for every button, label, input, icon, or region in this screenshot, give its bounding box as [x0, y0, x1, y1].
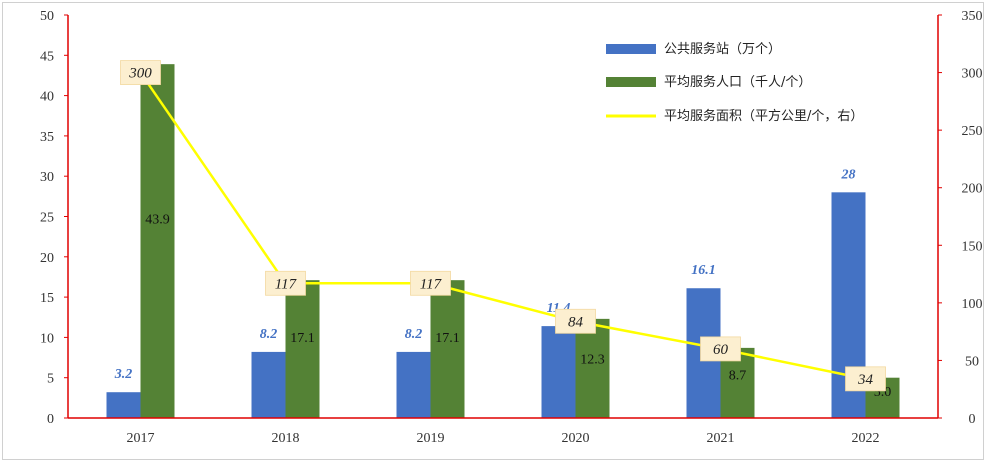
- data-label-series-2: 17.1: [290, 331, 315, 346]
- x-tick-label: 2017: [127, 431, 155, 446]
- data-label-series-3: 84: [568, 314, 584, 330]
- x-tick-label: 2018: [272, 431, 300, 446]
- bar-series-2: [430, 280, 465, 418]
- x-tick-label: 2019: [417, 431, 445, 446]
- bar-series-1: [541, 326, 576, 418]
- bar-series-1: [251, 351, 286, 418]
- y-tick-label-left: 5: [47, 372, 54, 387]
- bars-layer: [106, 64, 900, 418]
- y-tick-label-right: 150: [962, 239, 983, 254]
- legend-label-series-3: 平均服务面积（平方公里/个，右）: [664, 108, 863, 124]
- legend-label-series-2: 平均服务人口（千人/个）: [664, 74, 811, 90]
- y-tick-label-right: 50: [965, 354, 979, 369]
- data-label-series-1: 3.2: [114, 367, 133, 382]
- data-label-series-2: 17.1: [435, 331, 460, 346]
- data-label-series-3: 117: [275, 276, 298, 292]
- data-label-series-3: 34: [857, 372, 874, 388]
- y-tick-label-left: 30: [40, 170, 54, 185]
- bar-series-1: [396, 351, 431, 418]
- legend: 公共服务站（万个） 平均服务人口（千人/个） 平均服务面积（平方公里/个，右）: [606, 41, 863, 124]
- y-tick-label-left: 50: [40, 9, 54, 24]
- data-label-series-3: 60: [713, 342, 729, 358]
- axes-layer: 2017 2018 2019 2020 2021 2022 0 5 10 15 20 25 30 35 40…: [40, 9, 983, 446]
- y-tick-label-left: 40: [40, 90, 54, 105]
- x-tick-label: 2020: [562, 431, 590, 446]
- legend-label-series-1: 公共服务站（万个）: [664, 41, 781, 57]
- legend-swatch-series-1: [606, 44, 656, 54]
- data-label-series-2: 12.3: [580, 352, 605, 367]
- bar-series-2: [285, 280, 320, 418]
- bar-series-2: [575, 318, 610, 418]
- data-label-series-1: 8.2: [405, 327, 423, 342]
- y-tick-label-right: 100: [962, 297, 983, 312]
- data-label-box-series-3: [265, 270, 306, 296]
- y-tick-label-left: 45: [40, 49, 54, 64]
- data-label-box-series-3: [410, 270, 451, 296]
- data-label-box-series-3: [700, 336, 741, 362]
- y-tick-label-left: 25: [40, 211, 54, 226]
- y-tick-label-left: 0: [47, 412, 54, 427]
- legend-swatch-series-2: [606, 77, 656, 87]
- x-tick-label: 2021: [707, 431, 735, 446]
- y-tick-label-right: 0: [969, 412, 976, 427]
- y-tick-label-left: 20: [40, 251, 54, 266]
- y-tick-label-right: 300: [962, 67, 983, 82]
- line-layer: [139, 71, 866, 381]
- y-tick-label-right: 250: [962, 124, 983, 139]
- data-label-series-1: 16.1: [691, 263, 716, 278]
- y-tick-label-right: 200: [962, 182, 983, 197]
- bar-series-2: [140, 64, 175, 418]
- x-tick-label: 2022: [852, 431, 880, 446]
- data-labels-layer: 3.243.98.2 17.1 8.2 17.111.412.316.18.7285.…: [114, 60, 891, 400]
- y-tick-label-left: 10: [40, 331, 54, 346]
- data-label-series-2: 43.9: [145, 212, 170, 227]
- data-label-box-series-3: [555, 308, 596, 334]
- data-label-series-3: 300: [128, 66, 152, 82]
- data-label-box-series-3: [845, 366, 886, 392]
- data-label-series-1: 8.2: [260, 327, 278, 342]
- data-label-series-1: 28: [841, 167, 856, 182]
- data-label-series-2: 8.7: [729, 368, 747, 383]
- y-tick-label-left: 35: [40, 130, 54, 145]
- line-series-3: [139, 71, 866, 381]
- y-tick-label-right: 350: [962, 9, 983, 24]
- y-tick-label-left: 15: [40, 291, 54, 306]
- bar-series-1: [106, 392, 141, 418]
- data-label-box-series-3: [120, 60, 161, 85]
- data-label-series-3: 117: [420, 276, 443, 292]
